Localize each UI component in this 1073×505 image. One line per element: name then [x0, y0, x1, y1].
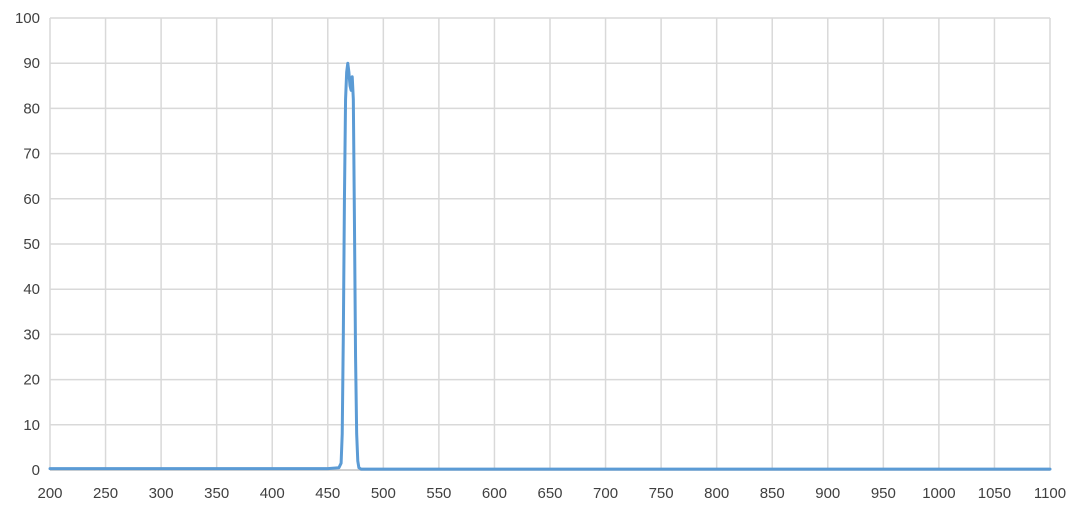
y-tick-label: 80 [23, 100, 40, 117]
y-tick-label: 40 [23, 281, 40, 298]
y-tick-label: 0 [32, 462, 40, 479]
tick-labels: 200 250 300 350 400 450 500 550 600 650 700 750 800 8… [15, 10, 1066, 502]
y-tick-label: 50 [23, 236, 40, 253]
y-tick-label: 20 [23, 372, 40, 389]
x-tick-label: 950 [871, 485, 896, 502]
x-tick-label: 600 [482, 485, 507, 502]
x-tick-label: 400 [260, 485, 285, 502]
x-tick-label: 800 [704, 485, 729, 502]
series-layer [48, 61, 1052, 471]
x-tick-label: 200 [37, 485, 62, 502]
x-tick-label: 500 [371, 485, 396, 502]
y-tick-label: 30 [23, 326, 40, 343]
x-tick-label: 1000 [922, 485, 955, 502]
x-tick-label: 1050 [978, 485, 1011, 502]
y-tick-label: 90 [23, 55, 40, 72]
x-tick-label: 700 [593, 485, 618, 502]
x-tick-label: 750 [649, 485, 674, 502]
x-tick-label: 450 [315, 485, 340, 502]
x-tick-label: 900 [815, 485, 840, 502]
x-tick-label: 650 [537, 485, 562, 502]
x-tick-label: 850 [760, 485, 785, 502]
x-tick-label: 1100 [1034, 485, 1066, 502]
x-tick-label: 550 [426, 485, 451, 502]
x-tick-label: 300 [149, 485, 174, 502]
y-tick-label: 60 [23, 191, 40, 208]
y-tick-label: 10 [23, 417, 40, 434]
x-tick-label: 350 [204, 485, 229, 502]
x-tick-label: 250 [93, 485, 118, 502]
y-tick-label: 100 [15, 10, 40, 27]
series-line-0 [48, 61, 1052, 471]
grid [49, 17, 1051, 471]
y-tick-label: 70 [23, 146, 40, 163]
